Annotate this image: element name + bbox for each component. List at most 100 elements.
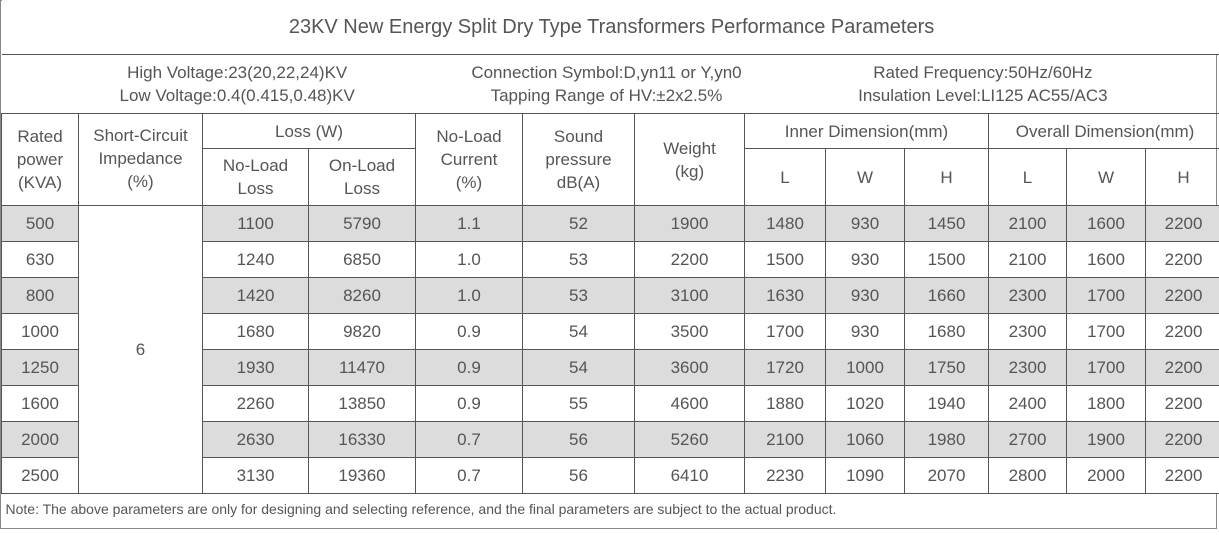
cell-current: 0.7 xyxy=(415,457,523,494)
table-row: 800 1420 8260 1.0 53 3100 1630 930 1660 … xyxy=(1,277,1219,314)
cell-inner-w: 1020 xyxy=(825,385,905,422)
cell-weight: 3600 xyxy=(634,349,745,386)
cell-current: 0.9 xyxy=(415,385,523,422)
table-row: 2000 2630 16330 0.7 56 5260 2100 1060 19… xyxy=(1,421,1219,458)
cell-overall-h: 2200 xyxy=(1144,277,1219,314)
cell-weight: 5260 xyxy=(634,421,745,458)
cell-no-load-loss: 1420 xyxy=(202,277,309,314)
cell-sound: 54 xyxy=(522,313,635,350)
cell-no-load-loss: 3130 xyxy=(202,457,309,494)
cell-inner-l: 2230 xyxy=(744,457,826,494)
header-overall-dimension: Overall Dimension(mm) xyxy=(987,113,1219,149)
cell-weight: 4600 xyxy=(634,385,745,422)
cell-sound: 55 xyxy=(522,385,635,422)
cell-inner-h: 2070 xyxy=(904,457,989,494)
cell-inner-l: 1630 xyxy=(744,277,826,314)
insulation-level-text: Insulation Level:LI125 AC55/AC3 xyxy=(858,86,1108,105)
cell-overall-h: 2200 xyxy=(1144,205,1219,242)
cell-on-load-loss: 13850 xyxy=(308,385,416,422)
table-row: 630 1240 6850 1.0 53 2200 1500 930 1500 … xyxy=(1,241,1219,278)
cell-overall-l: 2700 xyxy=(988,421,1067,458)
cell-overall-l: 2800 xyxy=(988,457,1067,494)
cell-on-load-loss: 9820 xyxy=(308,313,416,350)
table-row: 1250 1930 11470 0.9 54 3600 1720 1000 17… xyxy=(1,349,1219,386)
page-title: 23KV New Energy Split Dry Type Transform… xyxy=(1,0,1219,55)
cell-sound: 53 xyxy=(522,241,635,278)
cell-on-load-loss: 8260 xyxy=(308,277,416,314)
cell-inner-w: 930 xyxy=(825,205,905,242)
cell-inner-h: 1940 xyxy=(904,385,989,422)
voltage-info: High Voltage:23(20,22,24)KV Low Voltage:… xyxy=(120,61,355,107)
header-overall-w: W xyxy=(1066,148,1146,206)
cell-weight: 2200 xyxy=(634,241,745,278)
cell-current: 1.0 xyxy=(415,241,523,278)
cell-weight: 1900 xyxy=(634,205,745,242)
cell-inner-h: 1450 xyxy=(904,205,989,242)
cell-overall-l: 2400 xyxy=(988,385,1067,422)
cell-inner-h: 1500 xyxy=(904,241,989,278)
cell-overall-w: 1900 xyxy=(1066,421,1146,458)
header-inner-dimension: Inner Dimension(mm) xyxy=(744,113,989,149)
cell-power: 800 xyxy=(1,277,79,314)
cell-current: 1.1 xyxy=(415,205,523,242)
header-inner-w: W xyxy=(825,148,905,206)
cell-on-load-loss: 6850 xyxy=(308,241,416,278)
cell-overall-l: 2100 xyxy=(988,205,1067,242)
cell-overall-w: 1800 xyxy=(1066,385,1146,422)
cell-power: 630 xyxy=(1,241,79,278)
cell-on-load-loss: 5790 xyxy=(308,205,416,242)
header-no-load-current: No-Load Current (%) xyxy=(415,113,523,206)
cell-power: 1000 xyxy=(1,313,79,350)
cell-weight: 6410 xyxy=(634,457,745,494)
table-row: 1600 2260 13850 0.9 55 4600 1880 1020 19… xyxy=(1,385,1219,422)
cell-on-load-loss: 11470 xyxy=(308,349,416,386)
cell-overall-h: 2200 xyxy=(1144,421,1219,458)
cell-sound: 53 xyxy=(522,277,635,314)
cell-power: 1250 xyxy=(1,349,79,386)
cell-inner-w: 930 xyxy=(825,277,905,314)
cell-inner-w: 930 xyxy=(825,241,905,278)
cell-inner-w: 1000 xyxy=(825,349,905,386)
cell-overall-h: 2200 xyxy=(1144,241,1219,278)
cell-power: 500 xyxy=(1,205,79,242)
cell-power: 2000 xyxy=(1,421,79,458)
low-voltage-text: Low Voltage:0.4(0.415,0.48)KV xyxy=(119,86,355,105)
cell-overall-h: 2200 xyxy=(1144,385,1219,422)
frequency-info: Rated Frequency:50Hz/60Hz Insulation Lev… xyxy=(858,61,1108,107)
header-overall-h: H xyxy=(1144,148,1219,206)
cell-overall-w: 1700 xyxy=(1066,277,1146,314)
cell-no-load-loss: 2630 xyxy=(202,421,309,458)
table-row: 500 6 1100 5790 1.1 52 1900 1480 930 145… xyxy=(1,205,1219,494)
cell-inner-l: 1500 xyxy=(744,241,826,278)
footnote: Note: The above parameters are only for … xyxy=(1,493,1219,524)
connection-info: Connection Symbol:D,yn11 or Y,yn0 Tappin… xyxy=(471,61,741,107)
tapping-range-text: Tapping Range of HV:±2x2.5% xyxy=(490,86,723,105)
cell-overall-l: 2300 xyxy=(988,313,1067,350)
cell-current: 1.0 xyxy=(415,277,523,314)
cell-overall-h: 2200 xyxy=(1144,313,1219,350)
cell-no-load-loss: 1240 xyxy=(202,241,309,278)
cell-overall-h: 2200 xyxy=(1144,457,1219,494)
cell-impedance: 6 xyxy=(78,205,203,494)
cell-no-load-loss: 1930 xyxy=(202,349,309,386)
cell-no-load-loss: 2260 xyxy=(202,385,309,422)
cell-inner-l: 1880 xyxy=(744,385,826,422)
parameters-table: 23KV New Energy Split Dry Type Transform… xyxy=(1,0,1219,524)
cell-on-load-loss: 16330 xyxy=(308,421,416,458)
header-weight: Weight (kg) xyxy=(634,113,745,206)
header-loss: Loss (W) xyxy=(202,113,416,149)
cell-no-load-loss: 1100 xyxy=(202,205,309,242)
cell-power: 2500 xyxy=(1,457,79,494)
cell-inner-h: 1660 xyxy=(904,277,989,314)
table-row: 2500 3130 19360 0.7 56 6410 2230 1090 20… xyxy=(1,457,1219,494)
cell-sound: 56 xyxy=(522,457,635,494)
cell-inner-w: 1060 xyxy=(825,421,905,458)
cell-on-load-loss: 19360 xyxy=(308,457,416,494)
header-overall-l: L xyxy=(988,148,1067,206)
cell-overall-w: 1700 xyxy=(1066,349,1146,386)
connection-symbol-text: Connection Symbol:D,yn11 or Y,yn0 xyxy=(471,63,742,82)
cell-overall-h: 2200 xyxy=(1144,349,1219,386)
header-no-load-loss: No-Load Loss xyxy=(202,148,309,206)
cell-inner-l: 2100 xyxy=(744,421,826,458)
cell-inner-l: 1700 xyxy=(744,313,826,350)
